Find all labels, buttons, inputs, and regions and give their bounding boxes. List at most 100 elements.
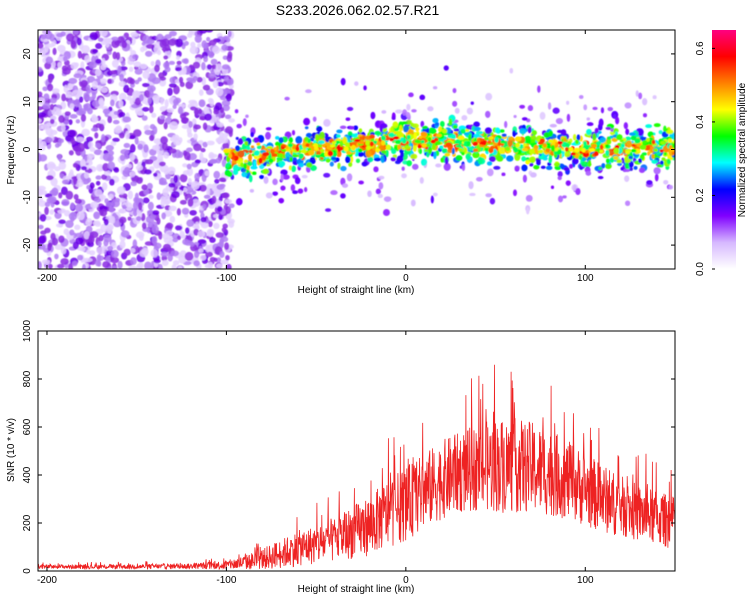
heatmap-cell [336, 129, 343, 134]
heatmap-cell [295, 136, 303, 144]
heatmap-cell [659, 140, 666, 145]
heatmap-cell [329, 144, 336, 148]
heatmap-cell [94, 68, 102, 77]
heatmap-cell [93, 211, 101, 220]
heatmap-cell [337, 162, 341, 170]
heatmap-cell [266, 145, 273, 150]
heatmap-cell [401, 173, 407, 179]
heatmap-cell [428, 146, 433, 155]
heatmap-cell [44, 206, 49, 216]
heatmap-cell [633, 166, 638, 170]
heatmap-cell [200, 217, 207, 223]
spectrogram-y-label: Frequency (Hz) [6, 116, 17, 185]
heatmap-cell [624, 102, 632, 109]
heatmap-cell [116, 186, 126, 195]
heatmap-cell [615, 134, 623, 141]
heatmap-cell [81, 128, 91, 137]
heatmap-cell [150, 249, 159, 258]
heatmap-cell [488, 147, 494, 154]
heatmap-cell [394, 145, 398, 150]
heatmap-cell [400, 137, 404, 141]
heatmap-cell [565, 180, 571, 186]
heatmap-cell [611, 111, 619, 119]
heatmap-cell [78, 96, 84, 103]
heatmap-cell [47, 75, 53, 84]
heatmap-cell [65, 190, 74, 200]
heatmap-cell [80, 246, 86, 252]
heatmap-cell [435, 163, 442, 168]
heatmap-cell [509, 67, 514, 74]
heatmap-cell [141, 106, 150, 112]
heatmap-cell [49, 209, 55, 215]
heatmap-cell [160, 115, 166, 120]
y-tick-label: 400 [22, 466, 33, 483]
heatmap-cell [44, 136, 53, 143]
heatmap-cell [312, 116, 317, 122]
heatmap-cell [57, 209, 65, 214]
heatmap-cell [298, 162, 304, 168]
heatmap-cell [111, 249, 119, 259]
heatmap-cell [168, 205, 177, 212]
heatmap-cell [376, 141, 381, 146]
heatmap-cell [152, 94, 161, 102]
heatmap-cell [156, 217, 161, 225]
heatmap-cell [647, 151, 651, 156]
heatmap-cell [120, 230, 130, 238]
heatmap-cell [191, 217, 199, 222]
heatmap-cell [185, 227, 190, 234]
heatmap-cell [123, 84, 130, 94]
heatmap-cell [515, 142, 521, 148]
heatmap-cell [221, 159, 227, 168]
y-tick-label: 600 [22, 418, 33, 435]
heatmap-cell [587, 159, 591, 168]
heatmap-cell [358, 140, 365, 145]
heatmap-cell [373, 140, 378, 145]
heatmap-cell [188, 153, 197, 161]
heatmap-cell [133, 61, 142, 68]
heatmap-cell [638, 92, 643, 100]
heatmap-cell [346, 173, 353, 182]
x-tick-label: -200 [37, 575, 57, 586]
heatmap-cell [235, 136, 239, 141]
heatmap-cell [179, 199, 187, 205]
heatmap-cell [353, 125, 358, 131]
heatmap-cell [631, 143, 636, 148]
heatmap-cell [201, 61, 206, 71]
heatmap-cell [298, 144, 303, 151]
heatmap-cell [395, 130, 403, 137]
heatmap-cell [295, 146, 300, 152]
heatmap-cell [288, 137, 293, 144]
heatmap-cell [480, 141, 487, 146]
heatmap-cell [361, 161, 368, 167]
heatmap-cell [149, 105, 154, 114]
heatmap-cell [393, 136, 400, 140]
heatmap-cell [213, 222, 220, 230]
heatmap-cell [107, 161, 116, 170]
heatmap-cell [123, 142, 131, 149]
heatmap-cell [315, 135, 320, 141]
heatmap-cell [259, 174, 265, 180]
heatmap-cell [405, 112, 411, 118]
heatmap-cell [228, 220, 235, 228]
heatmap-cell [200, 147, 206, 153]
heatmap-cell [52, 88, 60, 94]
heatmap-cell [639, 167, 645, 173]
heatmap-cell [128, 265, 138, 269]
heatmap-cell [625, 200, 631, 207]
heatmap-cell [537, 141, 544, 145]
heatmap-cell [354, 138, 361, 142]
heatmap-cell [473, 133, 481, 138]
heatmap-cell [44, 44, 49, 53]
heatmap-cell [472, 151, 480, 159]
heatmap-cell [133, 91, 141, 96]
heatmap-cell [38, 106, 43, 111]
heatmap-cell [489, 197, 496, 205]
heatmap-cell [654, 173, 659, 182]
heatmap-cell [244, 140, 249, 146]
colorbar: 0.0 0.2 0.4 0.6 Normalized spectral amplitu… [695, 30, 748, 276]
heatmap-cell [214, 102, 223, 111]
heatmap-cell [423, 149, 429, 153]
heatmap-cell [512, 130, 516, 137]
heatmap-cell [275, 145, 280, 153]
heatmap-cell [378, 175, 385, 180]
